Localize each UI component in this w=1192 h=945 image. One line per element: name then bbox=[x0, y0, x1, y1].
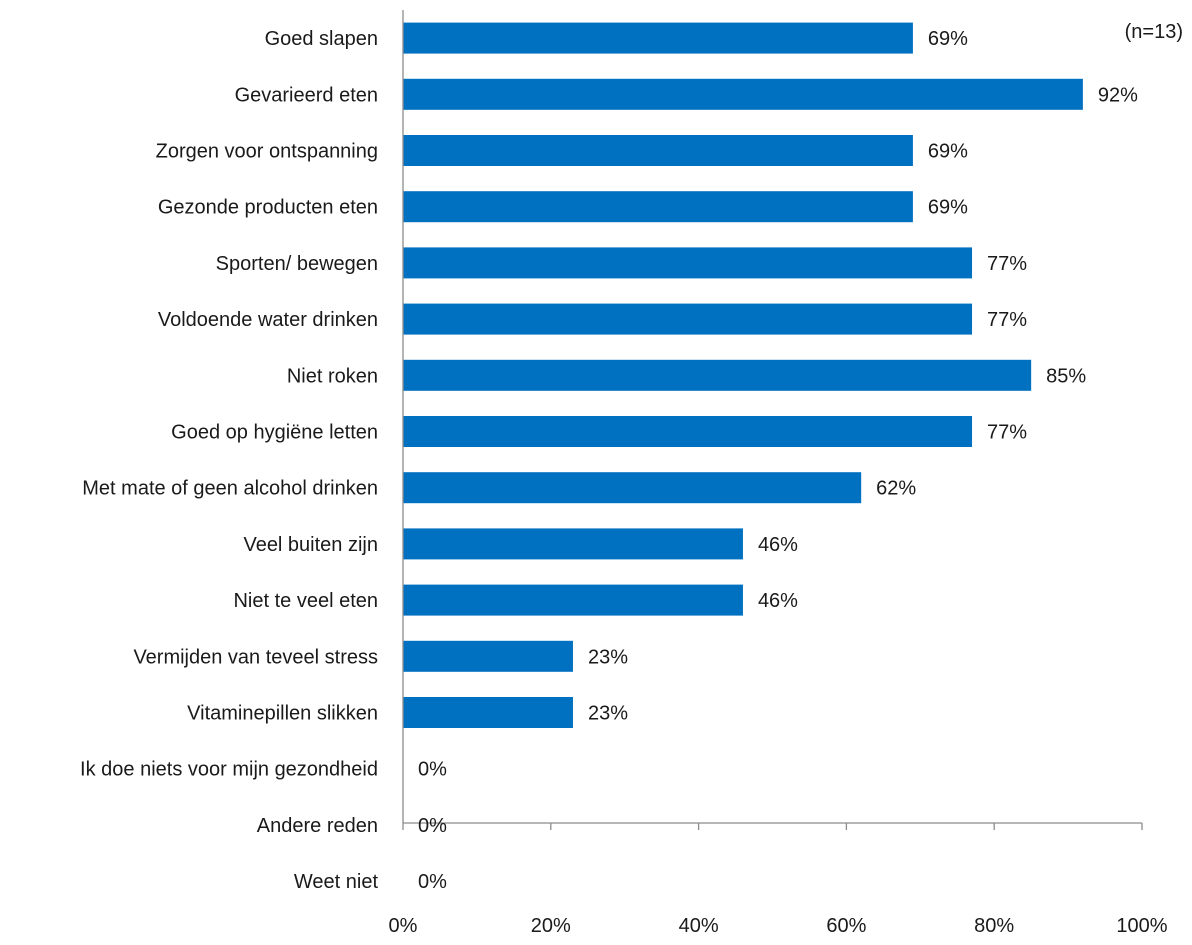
category-label: Vitaminepillen slikken bbox=[187, 703, 378, 725]
x-tick-label: 20% bbox=[531, 915, 571, 937]
bar bbox=[403, 22, 913, 54]
data-label: 46% bbox=[758, 590, 798, 612]
bar bbox=[403, 640, 573, 672]
data-label: 23% bbox=[588, 646, 628, 668]
data-label: 46% bbox=[758, 534, 798, 556]
data-label: 0% bbox=[418, 871, 447, 893]
data-label: 69% bbox=[928, 141, 968, 163]
sample-size-note: (n=13) bbox=[1125, 21, 1183, 43]
bar bbox=[403, 303, 973, 335]
bar bbox=[403, 472, 862, 504]
data-label: 85% bbox=[1046, 365, 1086, 387]
x-tick-label: 60% bbox=[826, 915, 866, 937]
category-label: Ik doe niets voor mijn gezondheid bbox=[80, 759, 378, 781]
x-tick-label: 80% bbox=[974, 915, 1014, 937]
category-label: Met mate of geen alcohol drinken bbox=[82, 478, 378, 500]
data-label: 69% bbox=[928, 197, 968, 219]
category-label: Gevarieerd eten bbox=[235, 84, 378, 106]
x-tick-label: 40% bbox=[679, 915, 719, 937]
category-label: Veel buiten zijn bbox=[243, 534, 378, 556]
data-label: 77% bbox=[987, 422, 1027, 444]
category-label: Goed slapen bbox=[265, 28, 378, 50]
category-label: Niet te veel eten bbox=[233, 590, 378, 612]
category-label: Voldoende water drinken bbox=[158, 309, 378, 331]
bar bbox=[403, 697, 573, 728]
category-label: Weet niet bbox=[294, 871, 379, 893]
data-label: 0% bbox=[418, 815, 447, 837]
category-label: Andere reden bbox=[257, 815, 378, 837]
bar bbox=[403, 416, 973, 447]
category-label: Niet roken bbox=[287, 365, 378, 387]
category-label: Vermijden van teveel stress bbox=[133, 646, 378, 668]
bar bbox=[403, 191, 913, 223]
bar bbox=[403, 584, 743, 616]
x-tick-label: 100% bbox=[1116, 915, 1167, 937]
labels-layer: Goed slapen 69% Gevarieerd eten 92% Zorgen v… bbox=[80, 28, 1168, 937]
data-label: 69% bbox=[928, 28, 968, 50]
bar bbox=[403, 359, 1032, 391]
bar bbox=[403, 528, 743, 560]
category-label: Zorgen voor ontspanning bbox=[156, 141, 378, 163]
bar bbox=[403, 78, 1083, 110]
x-tick-label: 0% bbox=[389, 915, 418, 937]
category-label: Sporten/ bewegen bbox=[216, 253, 378, 275]
data-label: 77% bbox=[987, 309, 1027, 331]
data-label: 23% bbox=[588, 703, 628, 725]
bar bbox=[403, 135, 913, 166]
data-label: 0% bbox=[418, 759, 447, 781]
axes bbox=[402, 10, 1143, 830]
category-label: Gezonde producten eten bbox=[158, 197, 378, 219]
bars-layer bbox=[403, 22, 1083, 728]
data-label: 77% bbox=[987, 253, 1027, 275]
data-label: 62% bbox=[876, 478, 916, 500]
data-label: 92% bbox=[1098, 84, 1138, 106]
bar bbox=[403, 247, 973, 279]
category-label: Goed op hygiëne letten bbox=[171, 422, 378, 444]
